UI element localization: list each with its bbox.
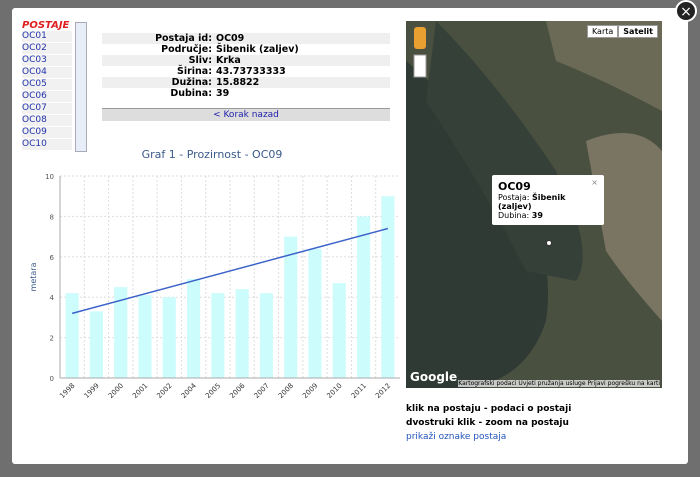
x-tick-label: 2012 — [374, 382, 392, 400]
info-row: Područje: Šibenik (zaljev) — [102, 44, 390, 55]
info-row: Sliv: Krka — [102, 55, 390, 66]
chart-title: Graf 1 - Prozirnost - OC09 — [142, 148, 283, 161]
info-row: Dužina: 15.8822 — [102, 77, 390, 88]
info-label: Sliv: — [188, 55, 212, 66]
station-item[interactable]: OC01 — [22, 31, 72, 43]
attribution-link[interactable]: Uvjeti pružanja usluge — [518, 380, 586, 387]
info-value: Šibenik (zaljev) — [216, 44, 299, 55]
attribution-link[interactable]: Prijavi pogrešku na karti — [587, 380, 660, 387]
info-value: OC09 — [216, 33, 245, 44]
station-item[interactable]: OC06 — [22, 91, 72, 103]
chart: Graf 1 - Prozirnost - OC09 metara 0 2 4 6 8 10 1… — [29, 148, 400, 400]
bar — [357, 216, 371, 378]
help: klik na postaju - podaci o postaji dvostr… — [406, 402, 571, 444]
y-tick-label: 0 — [50, 375, 54, 383]
list-header: POSTAJE — [22, 20, 70, 31]
map-button[interactable]: Satelit — [618, 25, 658, 38]
bar — [332, 283, 346, 378]
station-item[interactable]: OC07 — [22, 103, 72, 115]
map-logo: Google — [410, 370, 458, 384]
info-value: Krka — [216, 55, 241, 66]
bar — [284, 236, 298, 378]
x-tick-label: 2010 — [325, 382, 343, 400]
bar — [65, 293, 79, 378]
popup-close[interactable]: × — [591, 178, 598, 187]
info-row: Širina: 43.73733333 — [102, 66, 390, 77]
info-label: Širina: — [176, 66, 212, 77]
bar — [381, 196, 395, 378]
info-row: Dubina: 39 — [102, 88, 390, 99]
trendline — [71, 227, 389, 315]
y-tick-label: 2 — [50, 335, 54, 343]
x-tick-label: 2011 — [350, 382, 368, 400]
bar — [138, 295, 152, 378]
close-button[interactable]: × — [675, 0, 697, 22]
bar — [89, 311, 103, 378]
popup-label: Dubina: — [498, 211, 530, 220]
info-value: 43.73733333 — [216, 66, 286, 77]
popup-label: Postaja: — [498, 193, 530, 202]
x-tick-label: 2006 — [228, 381, 247, 400]
station-item[interactable]: OC03 — [22, 55, 72, 67]
map[interactable]: Karta Satelit OC09 Postaja: Šibenik (zal… — [406, 21, 662, 388]
scrollbar[interactable] — [75, 22, 87, 152]
x-tick-label: 2009 — [301, 382, 319, 400]
info-row: Postaja id: OC09 — [102, 33, 390, 44]
x-tick-label: 2000 — [107, 382, 125, 400]
info-label: Dužina: — [171, 77, 212, 88]
info-value: 15.8822 — [216, 77, 260, 88]
info-value: 39 — [216, 88, 230, 99]
x-tick-label: 2002 — [155, 382, 173, 400]
x-tick-label: 2007 — [253, 382, 271, 400]
y-tick-label: 10 — [45, 173, 54, 181]
x-tick-label: 2004 — [180, 381, 199, 400]
station-item[interactable]: OC09 — [22, 127, 72, 139]
map-popup: OC09 Postaja: Šibenik (zaljev) Dubina: 3… — [492, 175, 604, 225]
bar — [162, 297, 176, 378]
info-table: Postaja id: OC09 Područje: Šibenik (zaljev)… — [102, 33, 390, 99]
station-item[interactable]: OC10 — [22, 139, 72, 151]
help-line: klik na postaju - podaci o postaji — [406, 404, 572, 414]
help-link[interactable]: prikaži oznake postaja — [406, 432, 507, 442]
y-tick-label: 8 — [50, 213, 54, 221]
bar — [187, 279, 201, 378]
info-label: Postaja id: — [155, 33, 212, 44]
y-axis-label: metara — [29, 262, 38, 291]
station-item[interactable]: OC08 — [22, 115, 72, 127]
y-tick-label: 4 — [50, 294, 55, 302]
popup-value: Šibenik (zaljev) — [498, 193, 566, 211]
popup-title: OC09 — [498, 180, 531, 193]
attribution-link[interactable]: Kartografski podaci — [458, 380, 517, 387]
station-item[interactable]: OC05 — [22, 79, 72, 91]
bar — [211, 293, 225, 378]
bar — [114, 287, 128, 378]
bar — [235, 289, 249, 378]
station-list: POSTAJE OC01 OC02 OC03 OC04 OC05 OC06 OC07 OC08… — [22, 20, 86, 151]
x-tick-label: 2005 — [204, 382, 222, 400]
info-label: Dubina: — [170, 88, 212, 99]
attribution: Kartografski podaci Uvjeti pružanja uslug… — [458, 380, 660, 387]
back-link[interactable]: < Korak nazad — [102, 108, 390, 121]
station-item[interactable]: OC02 — [22, 43, 72, 55]
map-button[interactable]: Karta — [586, 25, 619, 38]
bar — [259, 293, 273, 378]
popup-value: 39 — [531, 211, 543, 220]
help-line: dvostruki klik - zoom na postaju — [406, 418, 569, 428]
x-tick-label: 2001 — [131, 382, 149, 400]
x-tick-label: 1999 — [83, 382, 101, 400]
x-tick-label: 1998 — [58, 382, 76, 400]
bar — [308, 248, 322, 378]
info-label: Područje: — [161, 44, 212, 55]
x-tick-label: 2008 — [277, 382, 295, 400]
y-tick-label: 6 — [50, 254, 55, 262]
station-item[interactable]: OC04 — [22, 67, 72, 79]
